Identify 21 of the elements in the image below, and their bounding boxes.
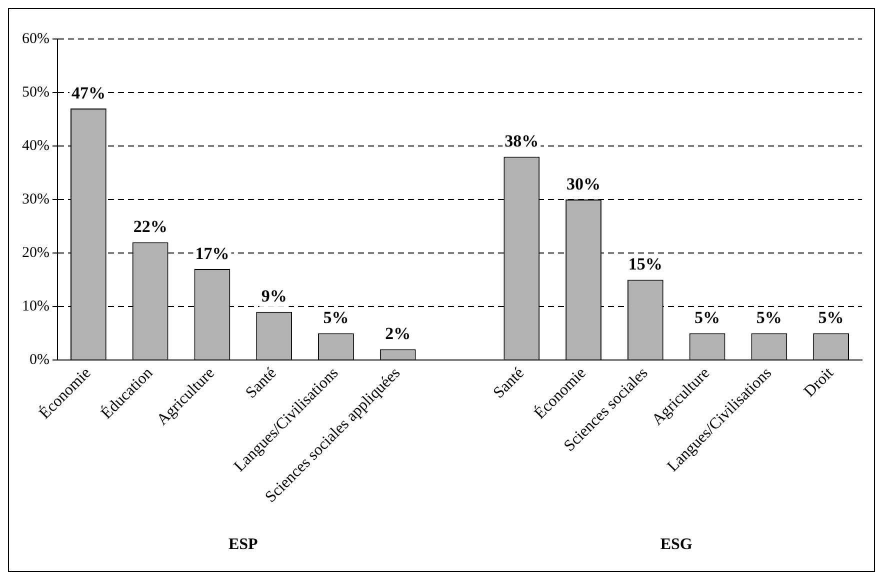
data-label: 9%: [261, 286, 287, 306]
text: ESP: [228, 536, 258, 554]
data-label: 5%: [694, 308, 720, 328]
data-label: 5%: [323, 308, 349, 328]
y-tick-label: 0%: [29, 352, 50, 368]
y-tick-label: 50%: [22, 84, 50, 100]
data-label: 38%: [504, 132, 539, 151]
y-tick-label: 40%: [22, 138, 50, 154]
data-label: 5%: [818, 308, 844, 328]
y-tick-label: 20%: [22, 244, 50, 261]
y-tick-label: 30%: [22, 191, 50, 208]
data-label: 47%: [71, 83, 106, 102]
data-label: 15%: [628, 254, 662, 274]
text: ESG: [660, 536, 693, 554]
y-tick-label: 10%: [22, 298, 50, 314]
data-label: 5%: [756, 308, 782, 328]
y-tick-label: 60%: [22, 30, 50, 47]
data-label: 2%: [385, 324, 411, 344]
data-label: 17%: [195, 244, 230, 263]
data-label: 22%: [133, 217, 168, 236]
data-label: 30%: [566, 174, 601, 194]
